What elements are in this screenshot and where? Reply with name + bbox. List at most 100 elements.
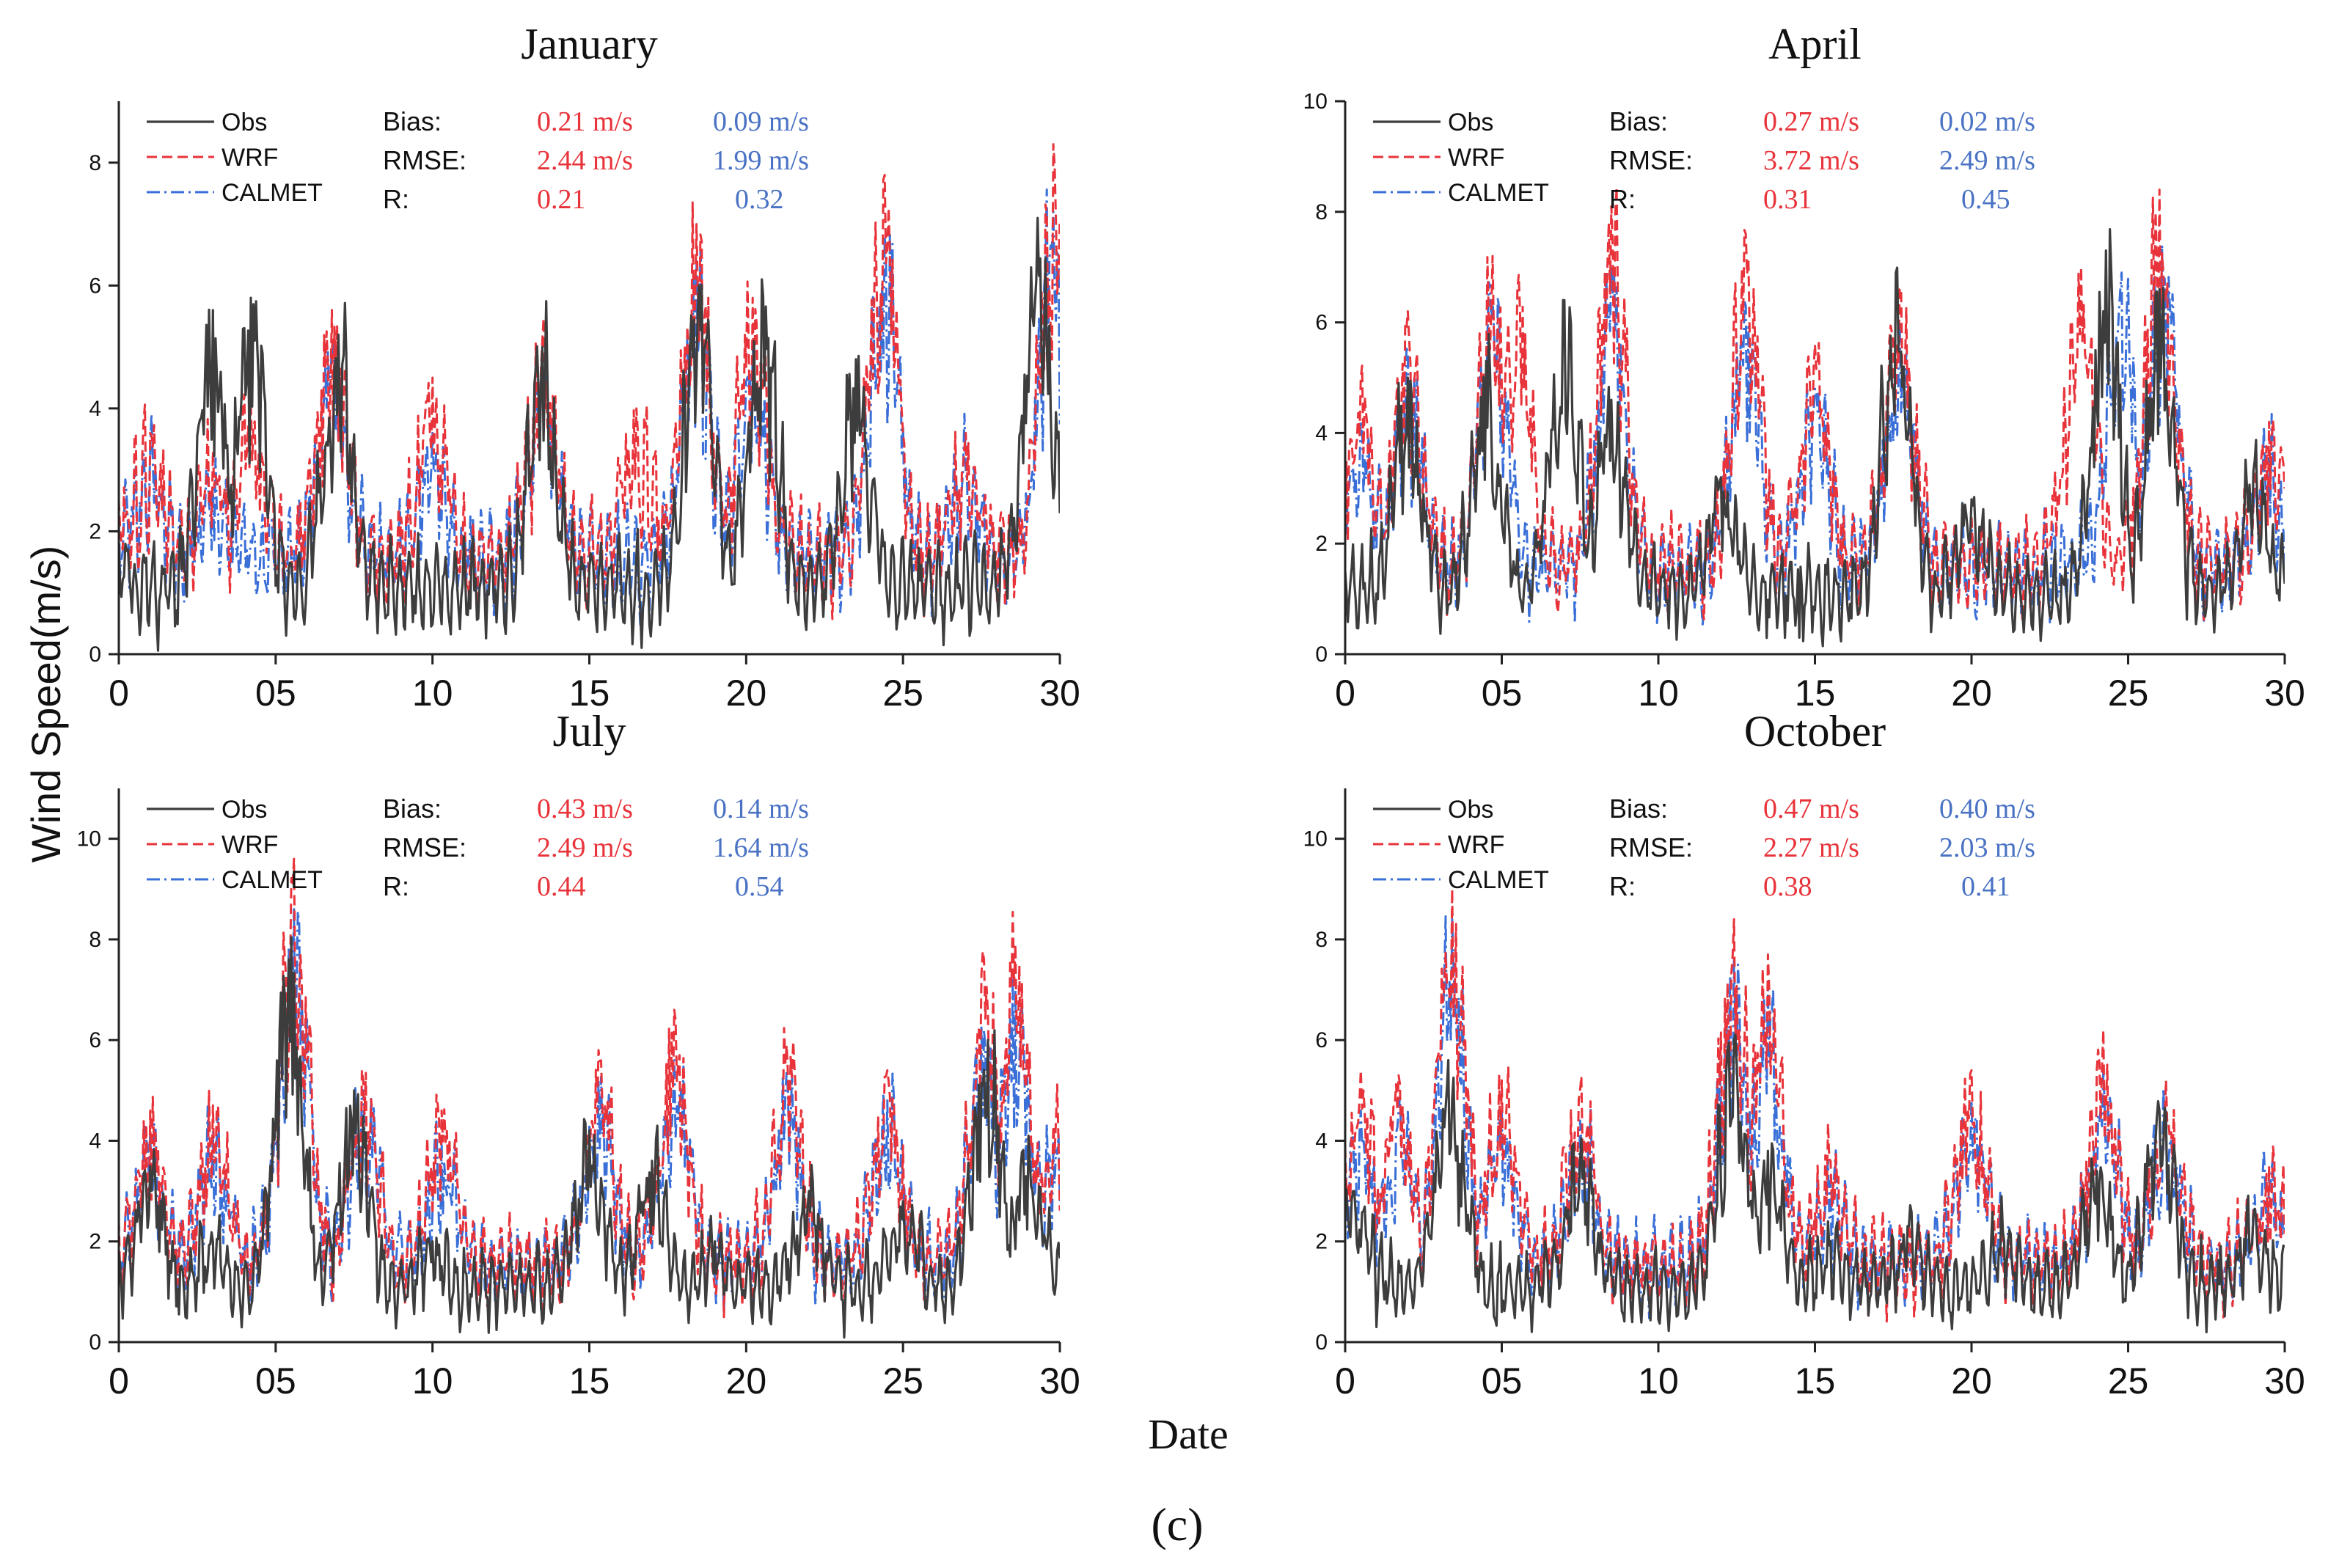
y-tick-label: 0	[89, 1330, 101, 1355]
stat-calmet-value: 0.40 m/s	[1939, 794, 2035, 824]
y-tick-label: 8	[89, 151, 101, 175]
panel-january: January 0 05 10 15 20 25 30 0 2 4 6 8 Obs WRF CALMET Bia…	[89, 20, 1080, 714]
x-tick-label: 05	[1482, 673, 1523, 714]
x-tick-label: 20	[726, 1360, 767, 1402]
legend-label-wrf: WRF	[222, 831, 278, 859]
stat-wrf-value: 0.38	[1763, 871, 1812, 902]
stat-label: R:	[1609, 184, 1636, 214]
x-tick-label: 20	[1951, 673, 1992, 714]
legend-label-calmet: CALMET	[222, 866, 323, 894]
x-tick-label: 0	[109, 1360, 129, 1402]
y-tick-label: 8	[89, 928, 101, 952]
y-tick-label: 0	[1315, 1330, 1328, 1355]
stat-calmet-value: 2.03 m/s	[1939, 832, 2035, 863]
series-line-obs	[119, 216, 1060, 652]
x-tick-label: 10	[412, 1360, 453, 1402]
x-tick-label: 0	[109, 673, 129, 714]
y-tick-label: 6	[89, 274, 101, 298]
series-line-obs	[1345, 228, 2285, 648]
stat-calmet-value: 0.09 m/s	[713, 106, 809, 137]
stat-calmet-value: 0.54	[735, 871, 784, 902]
y-tick-label: 2	[1315, 1230, 1328, 1254]
x-tick-label: 25	[882, 673, 923, 714]
x-tick-label: 10	[1638, 673, 1679, 714]
y-tick-label: 0	[1315, 642, 1328, 667]
stat-label: R:	[1609, 871, 1636, 901]
stat-wrf-value: 0.44	[537, 871, 586, 902]
panel-title: April	[1768, 20, 1862, 68]
legend-label-obs: Obs	[222, 796, 267, 824]
series-group	[119, 857, 1060, 1339]
x-tick-label: 30	[2264, 673, 2305, 714]
y-tick-label: 10	[77, 827, 101, 851]
stat-wrf-value: 0.21 m/s	[537, 106, 633, 137]
stat-label: R:	[383, 871, 409, 901]
stat-calmet-value: 2.49 m/s	[1939, 145, 2035, 176]
x-tick-label: 25	[2108, 673, 2149, 714]
y-tick-label: 8	[1315, 928, 1328, 952]
x-tick-label: 0	[1335, 1360, 1355, 1402]
x-tick-label: 20	[1951, 1360, 1992, 1402]
x-tick-label: 30	[1039, 673, 1080, 714]
series-line-obs	[119, 936, 1060, 1339]
panel-april: April 0 05 10 15 20 25 30 0 2 4 6 8 10 Obs WRF CALMET Bia…	[1303, 20, 2305, 714]
y-tick-label: 4	[1315, 421, 1328, 445]
y-tick-label: 4	[89, 397, 101, 421]
y-tick-label: 0	[89, 642, 101, 667]
series-line-wrf	[1345, 186, 2285, 622]
x-tick-label: 10	[412, 673, 453, 714]
stat-label: R:	[383, 184, 409, 214]
stat-wrf-value: 3.72 m/s	[1763, 145, 1859, 176]
y-tick-label: 8	[1315, 200, 1328, 224]
stat-calmet-value: 0.32	[735, 184, 784, 215]
panel-title: July	[552, 707, 626, 755]
y-tick-label: 4	[89, 1129, 101, 1153]
y-tick-label: 10	[1303, 89, 1328, 114]
x-tick-label: 15	[569, 1360, 610, 1402]
x-tick-label: 15	[1795, 1360, 1836, 1402]
panel-title: January	[521, 20, 658, 68]
series-line-obs	[1345, 1033, 2285, 1333]
x-axis-label: Date	[1148, 1410, 1229, 1458]
x-tick-label: 20	[726, 673, 767, 714]
legend-label-calmet: CALMET	[1448, 866, 1549, 894]
stat-wrf-value: 0.47 m/s	[1763, 794, 1859, 824]
stat-label: Bias:	[1609, 794, 1668, 824]
panel-july: July 0 05 10 15 20 25 30 0 2 4 6 8 10 Obs WRF CALMET Bias…	[77, 707, 1080, 1402]
figure-caption: (c)	[1151, 1498, 1203, 1550]
stat-calmet-value: 0.45	[1961, 184, 2010, 215]
stat-label: Bias:	[383, 106, 442, 136]
x-tick-label: 30	[2264, 1360, 2305, 1402]
legend-label-wrf: WRF	[1448, 144, 1504, 172]
legend-label-obs: Obs	[1448, 796, 1493, 824]
stat-calmet-value: 1.64 m/s	[713, 832, 809, 863]
stat-label: RMSE:	[1609, 832, 1693, 862]
stat-label: RMSE:	[1609, 145, 1693, 175]
legend-label-wrf: WRF	[222, 144, 278, 172]
stat-calmet-value: 1.99 m/s	[713, 145, 809, 176]
x-tick-label: 0	[1335, 673, 1355, 714]
series-group	[1345, 186, 2285, 648]
stat-wrf-value: 0.43 m/s	[537, 794, 633, 824]
legend-label-calmet: CALMET	[222, 179, 323, 207]
x-tick-label: 25	[2108, 1360, 2149, 1402]
x-tick-label: 15	[569, 673, 610, 714]
stat-wrf-value: 2.27 m/s	[1763, 832, 1859, 863]
y-tick-label: 2	[89, 519, 101, 543]
x-tick-label: 25	[882, 1360, 923, 1402]
series-group	[1345, 887, 2285, 1333]
y-tick-label: 4	[1315, 1129, 1328, 1153]
legend-label-obs: Obs	[1448, 109, 1493, 136]
legend-label-obs: Obs	[222, 109, 267, 136]
x-tick-label: 05	[255, 673, 296, 714]
y-tick-label: 6	[1315, 311, 1328, 335]
stat-wrf-value: 2.44 m/s	[537, 145, 633, 176]
stat-calmet-value: 0.02 m/s	[1939, 106, 2035, 137]
y-tick-label: 6	[1315, 1028, 1328, 1052]
x-tick-label: 10	[1638, 1360, 1679, 1402]
legend-label-calmet: CALMET	[1448, 179, 1549, 207]
legend-label-wrf: WRF	[1448, 831, 1504, 859]
stat-wrf-value: 2.49 m/s	[537, 832, 633, 863]
